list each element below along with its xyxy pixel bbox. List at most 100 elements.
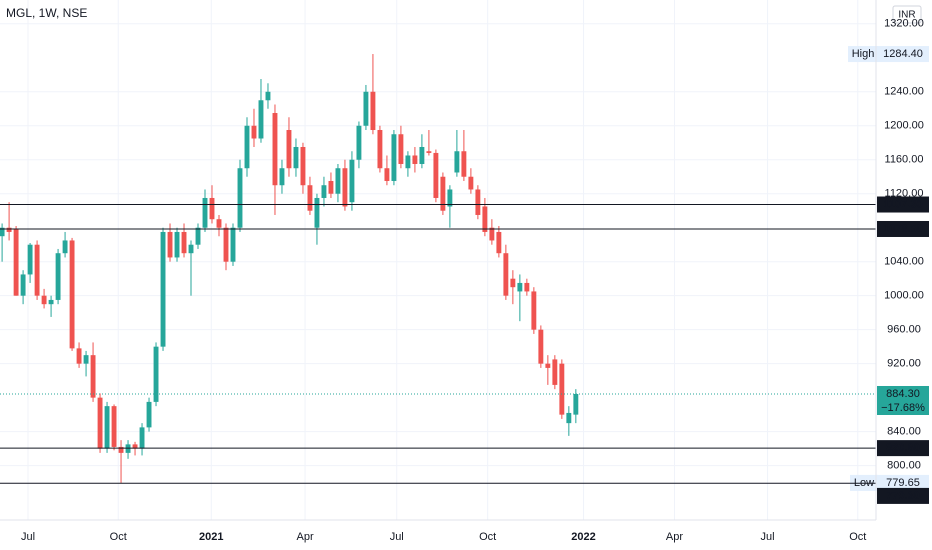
candle-body <box>265 91 271 101</box>
candle-body <box>83 355 89 364</box>
candle-body <box>209 197 215 220</box>
candle-body <box>314 197 320 228</box>
candle-body <box>510 278 516 288</box>
hline-label: 1078.50 <box>883 223 923 235</box>
candle-body <box>286 130 292 169</box>
candle-body <box>370 91 376 130</box>
candle-body <box>461 151 467 177</box>
candle-body <box>48 299 54 305</box>
candle-body <box>566 412 572 424</box>
candle-body <box>405 155 411 169</box>
candle-body <box>468 176 474 190</box>
candle-body <box>104 406 110 449</box>
candle-body <box>41 295 47 305</box>
candle-body <box>307 185 313 211</box>
candle-body <box>97 397 103 449</box>
candle-body <box>419 146 425 164</box>
candle-body <box>76 348 82 364</box>
x-tick-label: Apr <box>296 531 313 543</box>
candle-body <box>62 240 68 254</box>
candle-body <box>188 244 194 254</box>
candle-body <box>398 134 404 164</box>
candle-body <box>258 100 264 139</box>
low-value: 779.65 <box>886 477 920 489</box>
candle-body <box>181 231 187 254</box>
y-tick-label: 1040.00 <box>884 256 924 268</box>
y-tick-label: 1240.00 <box>884 86 924 98</box>
hline-label-box <box>877 220 929 237</box>
candle-body <box>251 125 257 139</box>
candle-body <box>132 444 138 449</box>
candle-body <box>139 427 145 449</box>
y-tick-label: 1160.00 <box>885 154 924 166</box>
last-price-box <box>877 385 929 415</box>
candle-body <box>545 363 551 368</box>
x-tick-label: 2022 <box>571 531 595 543</box>
x-tick-label: Oct <box>110 531 127 543</box>
candle-body <box>146 401 152 428</box>
candle-body <box>573 393 579 415</box>
y-tick-label: 840.00 <box>887 426 921 438</box>
x-tick-label: Jul <box>761 531 775 543</box>
candle-body <box>531 291 537 330</box>
hline-label-box <box>877 440 929 457</box>
candle-body <box>118 446 124 453</box>
candle-body <box>153 346 159 402</box>
high-value: 1284.40 <box>883 48 923 60</box>
candle-body <box>475 189 481 215</box>
last-price-label: 884.30 <box>886 388 920 400</box>
currency-box <box>892 5 922 24</box>
candle-body <box>342 168 348 207</box>
candles <box>0 54 579 483</box>
currency: INR <box>898 10 915 21</box>
candle-body <box>538 329 544 364</box>
hline-label-box <box>877 487 929 504</box>
candle-body <box>237 168 243 228</box>
y-tick-label: 800.00 <box>887 460 921 472</box>
candle-body <box>6 227 12 232</box>
candle-body <box>244 125 250 169</box>
hline-label: 1107.30 <box>883 198 922 210</box>
candle-body <box>517 282 523 292</box>
candle-body <box>412 155 418 164</box>
candle-body <box>230 227 236 262</box>
high-value-box <box>877 46 929 63</box>
candle-body <box>377 130 383 169</box>
y-tick-label: 920.00 <box>887 358 921 370</box>
candle-body <box>489 227 495 241</box>
high-name: High <box>852 48 875 60</box>
hline-label-box <box>877 196 929 213</box>
candle-body <box>293 146 299 169</box>
candle-body <box>111 406 117 447</box>
candle-body <box>496 231 502 254</box>
x-tick-label: 2021 <box>199 531 223 543</box>
x-tick-label: Oct <box>479 531 496 543</box>
x-tick-label: Jul <box>390 531 404 543</box>
candle-body <box>482 206 488 232</box>
candle-body <box>13 229 19 296</box>
candle-body <box>356 125 362 160</box>
candle-body <box>20 274 26 296</box>
candle-body <box>223 227 229 262</box>
candle-body <box>391 134 397 181</box>
candle-body <box>384 168 390 181</box>
candle-body <box>328 180 334 194</box>
y-tick-label: 1320.00 <box>884 18 924 30</box>
candle-body <box>174 231 180 258</box>
hline-label: 779.30 <box>886 490 920 502</box>
candle-body <box>27 244 33 275</box>
candle-body <box>34 244 40 296</box>
candle-body <box>447 189 453 207</box>
candle-body <box>202 197 208 228</box>
candle-body <box>321 185 327 198</box>
candle-body <box>363 91 369 126</box>
candle-body <box>454 151 460 173</box>
candle-body <box>69 240 75 349</box>
candle-body <box>426 151 432 153</box>
candle-body <box>335 168 341 194</box>
x-tick-label: Apr <box>666 531 683 543</box>
last-change-label: −17.68% <box>881 402 925 414</box>
